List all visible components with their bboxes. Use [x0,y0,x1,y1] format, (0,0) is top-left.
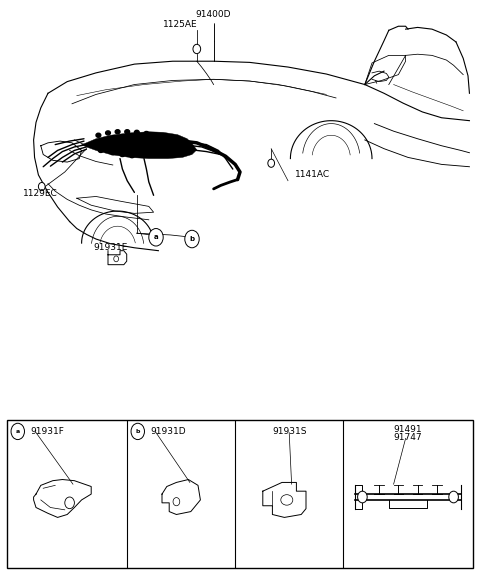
Circle shape [193,44,201,54]
Polygon shape [82,132,197,159]
Text: 91400D: 91400D [196,10,231,19]
Ellipse shape [120,152,125,157]
Ellipse shape [98,148,103,153]
Ellipse shape [115,129,120,134]
Text: a: a [154,234,158,240]
Ellipse shape [130,153,134,158]
Text: a: a [16,429,20,434]
Ellipse shape [125,129,130,134]
Text: 91931D: 91931D [150,427,186,436]
Circle shape [268,159,275,167]
Circle shape [11,423,24,440]
Ellipse shape [281,494,293,505]
Circle shape [173,497,180,505]
Circle shape [149,229,163,246]
Text: 91931E: 91931E [94,243,128,252]
Ellipse shape [134,131,139,135]
Ellipse shape [96,133,101,137]
Text: 91931S: 91931S [272,427,306,436]
Text: 1125AE: 1125AE [163,20,197,29]
Text: b: b [190,236,194,242]
Text: 1141AC: 1141AC [295,170,330,180]
Circle shape [449,491,458,503]
Text: 91931F: 91931F [30,427,64,436]
Text: 91491: 91491 [394,424,422,434]
Ellipse shape [106,131,110,135]
Text: b: b [135,429,140,434]
Circle shape [114,256,119,262]
Circle shape [358,491,367,503]
Ellipse shape [154,133,158,137]
Ellipse shape [110,150,115,154]
Bar [7,420,473,568]
Circle shape [38,182,45,191]
Circle shape [185,230,199,248]
Ellipse shape [144,132,149,136]
Text: 91747: 91747 [394,433,422,442]
Circle shape [131,423,144,440]
Circle shape [65,497,74,508]
Text: 1129EC: 1129EC [23,189,58,198]
